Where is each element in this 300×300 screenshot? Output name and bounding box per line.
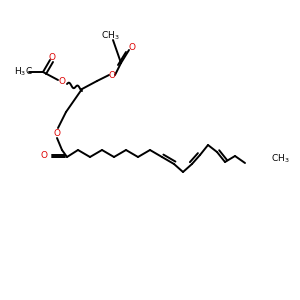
Text: CH$_3$: CH$_3$: [271, 153, 290, 165]
Text: O: O: [40, 151, 47, 160]
Text: O: O: [53, 128, 61, 137]
Text: O: O: [128, 44, 136, 52]
Text: O: O: [109, 70, 116, 80]
Text: CH$_3$: CH$_3$: [101, 30, 119, 42]
Text: O: O: [49, 52, 56, 62]
Text: O: O: [58, 77, 65, 86]
Text: H$_3$C: H$_3$C: [14, 66, 33, 78]
